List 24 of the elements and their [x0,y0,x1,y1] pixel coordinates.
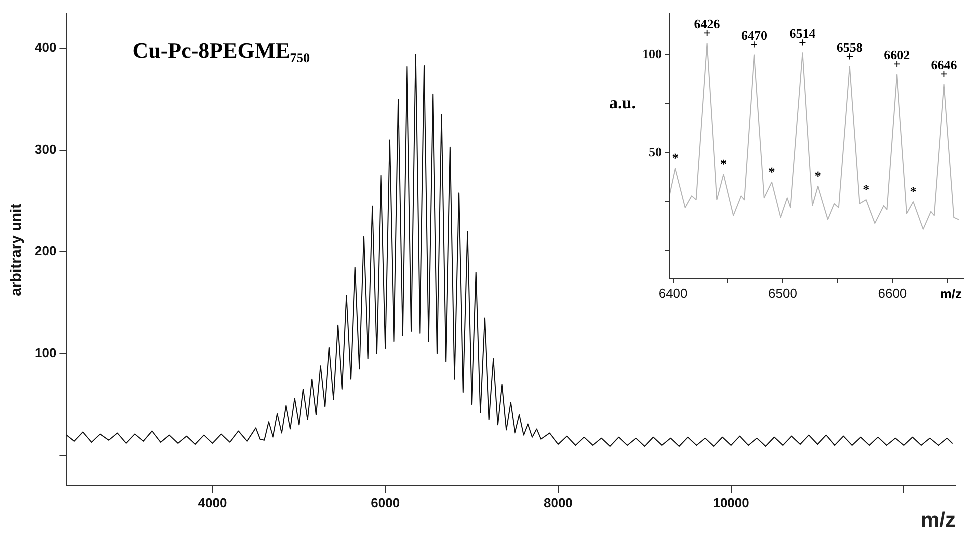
text: Cu-Pc-8PEGME₇₅₀ [132,38,311,63]
y-tick-label: 100 [642,46,662,62]
x-tick-label: 6600 [878,286,908,301]
annotation: * [863,182,870,198]
x-tick-label: 6500 [768,286,798,301]
annotation: * [672,150,679,166]
x-axis-title: m/z [920,509,956,532]
x-axis-title: m/z [940,286,962,302]
y-tick-label: 100 [34,345,57,360]
y-tick-label: 50 [649,144,662,160]
x-tick-label: 6000 [371,496,400,511]
x-tick-label: 6400 [658,286,688,301]
annotation: * [720,156,728,172]
x-tick-label: 4000 [198,496,228,511]
annotation: * [910,184,917,200]
x-tick-label: 8000 [544,496,573,511]
y-axis-title: arbitrary unit [8,204,26,296]
y-tick-label: 300 [34,142,57,157]
annotation: * [768,164,776,180]
y-tick-label: 200 [34,244,57,259]
x-tick-label: 10000 [713,496,750,511]
y-axis-title: a.u. [610,93,636,112]
y-tick-label: 400 [34,40,57,56]
annotation: * [814,168,822,184]
